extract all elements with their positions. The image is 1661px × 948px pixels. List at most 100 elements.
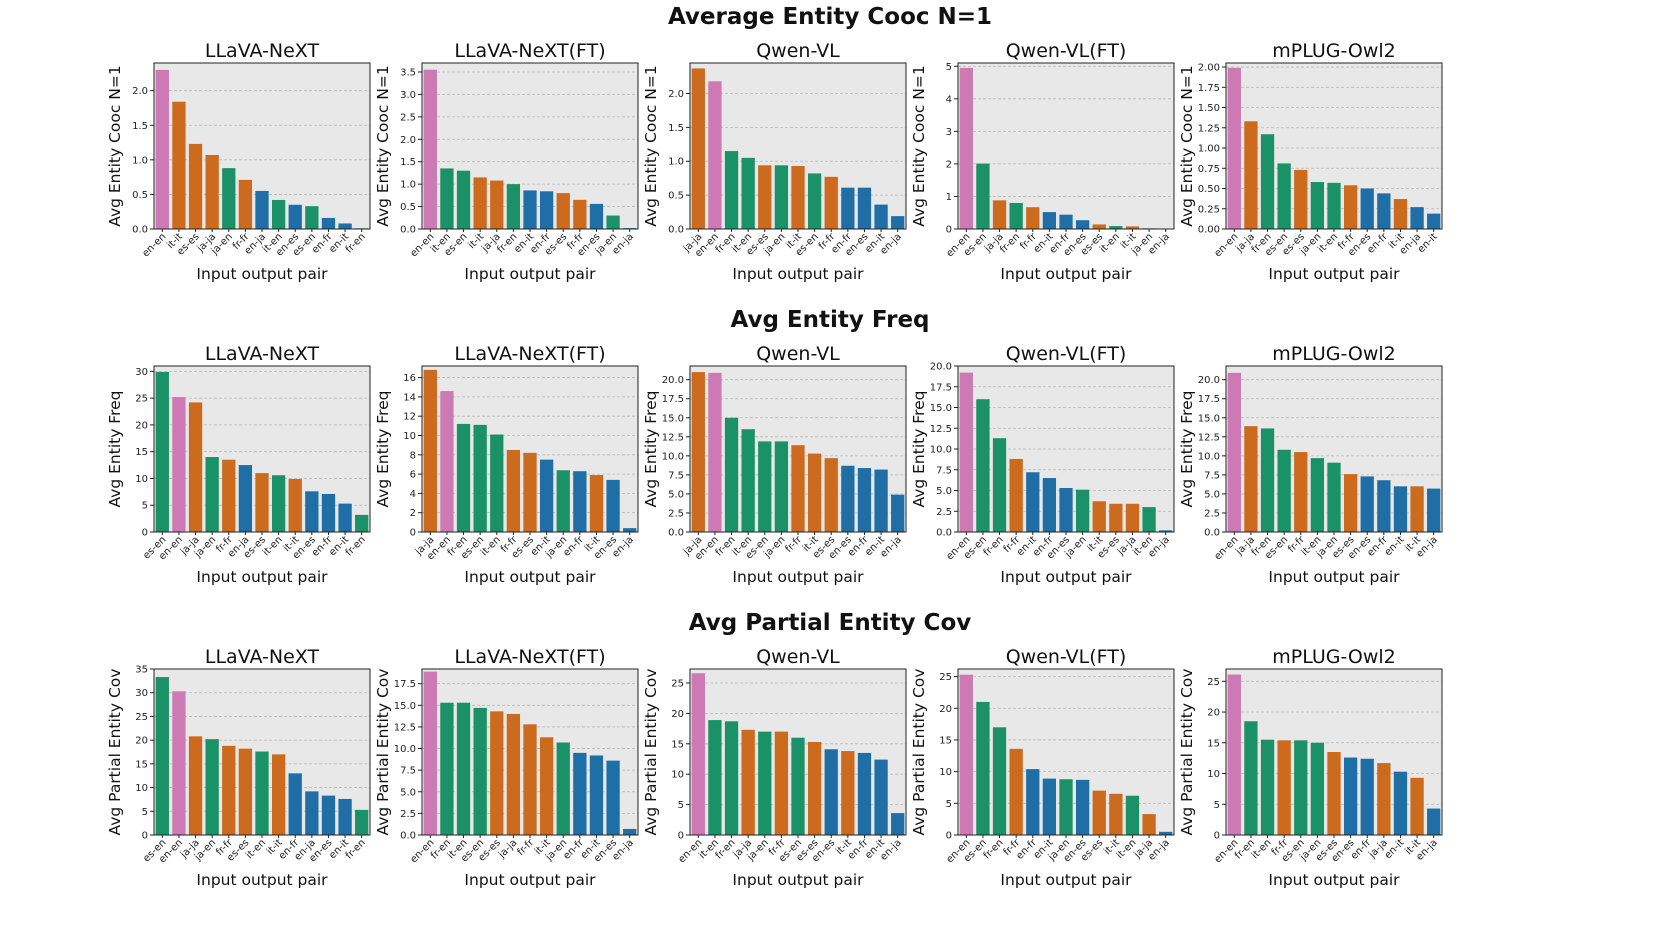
chart-panel: 0.000.250.500.751.001.251.501.752.00en-e… [1178, 40, 1443, 283]
y-tick-label: 5.0 [400, 787, 416, 798]
bar-it-en [741, 429, 755, 532]
y-tick-label: 5.0 [668, 489, 684, 500]
chart-title: LLaVA-NeXT(FT) [454, 343, 605, 365]
bar-it-it [288, 478, 302, 532]
bar-en-it [523, 190, 537, 229]
bar-en-fr [321, 217, 336, 229]
y-tick-label: 2.00 [1198, 63, 1220, 74]
x-tick-label: fr-en [344, 534, 368, 558]
y-tick-label: 20 [1207, 708, 1220, 719]
y-tick-label: 15.0 [394, 701, 416, 712]
bar-en-es [589, 203, 604, 229]
y-tick-label: 15 [1207, 738, 1220, 749]
bar-en-it [1393, 486, 1408, 532]
chart-title: LLaVA-NeXT [205, 40, 320, 62]
bar-en-es [1075, 220, 1090, 229]
y-tick-label: 25 [1207, 677, 1220, 688]
y-tick-label: 35 [135, 665, 148, 676]
y-tick-label: 20 [671, 709, 684, 720]
y-tick-label: 25 [135, 394, 148, 405]
bar-it-en [708, 720, 722, 835]
y-tick-label: 0 [142, 831, 148, 842]
bar-ja-ja [1125, 503, 1140, 532]
bar-fr-en [440, 702, 454, 835]
chart-title: Qwen-VL [756, 343, 840, 365]
bar-ja-ja [691, 68, 705, 229]
y-tick-label: 7.5 [936, 465, 952, 476]
bar-es-en [1294, 740, 1308, 835]
y-tick-label: 5 [946, 799, 952, 810]
chart-panel: 05101520253035es-enen-enja-jaja-enfr-fre… [106, 646, 371, 889]
y-tick-label: 10 [939, 767, 952, 778]
bar-ja-en [556, 470, 570, 532]
y-tick-label: 1.0 [132, 155, 148, 166]
x-axis-label: Input output pair [1000, 871, 1132, 889]
bar-ja-ja [691, 372, 705, 532]
y-tick-label: 1 [946, 192, 952, 203]
bar-en-ja [623, 828, 637, 835]
section-title: Avg Entity Freq [730, 307, 929, 333]
bar-en-ja [255, 190, 269, 229]
bar-en-fr [288, 773, 302, 835]
bar-en-en [708, 372, 722, 532]
bar-en-it [1393, 771, 1408, 835]
bar-es-en [473, 707, 487, 835]
chart-panel: 0510152025en-enit-enfr-enja-jaja-enfr-fr… [642, 646, 907, 889]
y-tick-label: 1.0 [400, 180, 416, 191]
y-tick-label: 0 [678, 831, 684, 842]
bar-en-ja [238, 465, 253, 532]
bar-en-ja [891, 494, 905, 532]
bar-en-es [321, 795, 336, 835]
bar-en-it [1427, 213, 1441, 229]
bar-ja-ja [1142, 814, 1156, 835]
bar-fr-fr [1026, 207, 1040, 229]
y-axis-label: Avg Partial Entity Cov [910, 669, 928, 836]
bar-fr-en [456, 423, 471, 532]
bar-en-en [423, 69, 437, 229]
y-tick-label: 5 [1214, 800, 1220, 811]
bar-es-es [523, 452, 537, 532]
y-axis-label: Avg Partial Entity Cov [106, 669, 124, 836]
bar-en-en [959, 372, 973, 532]
x-axis-label: Input output pair [464, 265, 596, 283]
bar-en-en [959, 674, 973, 835]
chart-panel: 0246810121416ja-jaen-enfr-enes-enit-enfr… [374, 343, 639, 586]
bar-en-fr [1026, 769, 1040, 835]
x-axis-label: Input output pair [1268, 265, 1400, 283]
y-tick-label: 2.5 [400, 112, 416, 123]
bar-en-fr [321, 493, 336, 532]
y-tick-label: 1.5 [400, 157, 416, 168]
bar-fr-en [1260, 428, 1275, 532]
bar-es-es [1092, 790, 1106, 835]
y-axis-label: Avg Entity Freq [374, 390, 392, 507]
bar-fr-en [355, 514, 369, 532]
bar-es-en [1277, 163, 1291, 229]
bar-it-it [589, 475, 604, 532]
y-tick-label: 10.0 [394, 744, 416, 755]
y-tick-label: 1.75 [1198, 83, 1220, 94]
x-axis-label: Input output pair [464, 568, 596, 586]
bar-fr-fr [238, 179, 253, 229]
bar-es-es [1092, 224, 1106, 229]
chart-panel: 0510152025en-enfr-enit-enfr-fres-enja-en… [1178, 646, 1443, 889]
y-tick-label: 2.5 [400, 809, 416, 820]
chart-panel: 0.02.55.07.510.012.515.017.5en-enfr-enit… [374, 646, 639, 889]
bar-ja-ja [741, 729, 755, 835]
bar-en-fr [573, 471, 587, 532]
y-tick-label: 20 [135, 736, 148, 747]
y-tick-label: 17.5 [930, 382, 952, 393]
bar-it-it [1092, 501, 1106, 532]
bar-fr-en [506, 184, 521, 229]
x-axis-label: Input output pair [196, 568, 328, 586]
bar-fr-fr [523, 724, 537, 835]
y-axis-label: Avg Entity Cooc N=1 [374, 65, 392, 227]
bar-en-it [338, 223, 352, 229]
y-tick-label: 12.5 [1198, 432, 1220, 443]
y-tick-label: 2 [946, 159, 952, 170]
bar-es-es [1109, 503, 1123, 532]
y-tick-label: 1.50 [1198, 103, 1220, 114]
bar-ja-ja [992, 200, 1007, 229]
bar-it-en [1260, 739, 1275, 835]
chart-panel: 012345en-enes-enja-jafr-enfr-fren-iten-f… [910, 40, 1175, 283]
